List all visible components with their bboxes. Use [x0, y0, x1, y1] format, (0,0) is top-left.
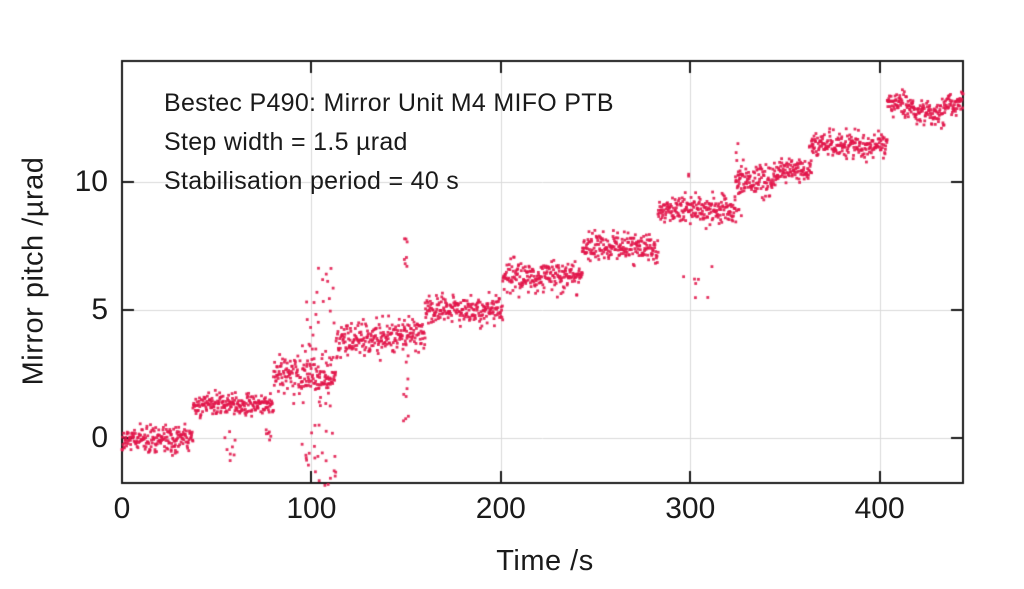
- y-tick-label: 5: [91, 293, 108, 327]
- annotation-line-step-width: Step width = 1.5 µrad: [164, 128, 408, 156]
- x-tick-label: 100: [286, 492, 337, 525]
- x-tick-label: 300: [665, 492, 716, 525]
- annotation-block: Bestec P490: Mirror Unit M4 MIFO PTB Ste…: [164, 84, 614, 201]
- x-tick-label: 400: [854, 492, 905, 525]
- y-tick-label: 10: [74, 165, 108, 199]
- x-tick-label: 0: [113, 492, 131, 525]
- annotation-line-instrument: Bestec P490: Mirror Unit M4 MIFO PTB: [164, 89, 614, 117]
- x-axis-title: Time /s: [496, 545, 594, 577]
- x-tick-label: 200: [475, 492, 526, 525]
- y-tick-label: 0: [91, 421, 108, 455]
- annotation-line-stabilisation: Stabilisation period = 40 s: [164, 167, 460, 195]
